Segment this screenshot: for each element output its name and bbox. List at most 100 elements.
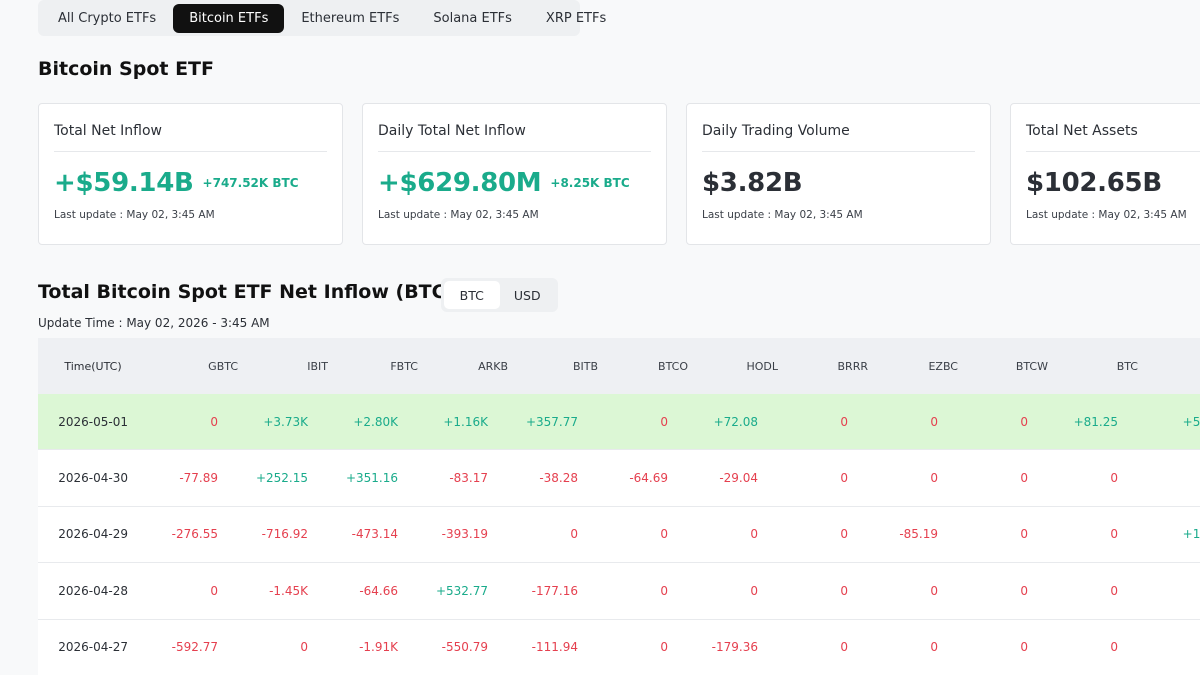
stat-card-value: $102.65B — [1026, 168, 1162, 198]
row-value: +14 — [1182, 527, 1200, 542]
stat-card-label: Daily Total Net Inflow — [378, 104, 651, 152]
row-value: 0 — [930, 640, 938, 655]
column-header-ibit[interactable]: IBIT — [307, 359, 328, 373]
row-value: -64.69 — [629, 471, 668, 486]
table-row: 2026-04-27 -592.77 0 -1.91K -550.79 -111.94 0 -… — [38, 619, 1200, 675]
row-date: 2026-04-28 — [58, 583, 128, 598]
stat-card-btc-value: +747.52K BTC — [202, 176, 299, 190]
row-value: +81.25 — [1073, 414, 1118, 429]
stat-card-last-update: Last update : May 02, 3:45 AM — [1026, 209, 1187, 221]
row-value: 0 — [1020, 583, 1028, 598]
row-value: +3.73K — [263, 414, 308, 429]
section-title: Bitcoin Spot ETF — [38, 58, 215, 80]
row-value: -64.66 — [359, 583, 398, 598]
row-value: -85.19 — [899, 527, 938, 542]
table-row: 2026-04-30 -77.89 +252.15 +351.16 -83.17 -38.… — [38, 450, 1200, 507]
column-header-m[interactable]: M — [1138, 360, 1200, 373]
row-value: 0 — [210, 583, 218, 598]
column-header-bitb[interactable]: BITB — [572, 359, 598, 373]
row-value: 0 — [750, 583, 758, 598]
row-value: 0 — [840, 527, 848, 542]
row-value: 0 — [840, 640, 848, 655]
tab-bitcoin-etfs[interactable]: Bitcoin ETFs — [173, 3, 285, 33]
row-value: -550.79 — [441, 640, 488, 655]
column-header-btcw[interactable]: BTCW — [1015, 359, 1048, 373]
row-value: +72.08 — [713, 414, 758, 429]
row-value: 0 — [840, 414, 848, 429]
row-value: -77.89 — [179, 471, 218, 486]
tab-solana-etfs[interactable]: Solana ETFs — [433, 10, 512, 26]
row-value: 0 — [570, 527, 578, 542]
row-date: 2026-05-01 — [58, 414, 128, 429]
stat-card: Daily Trading Volume $3.82B Last update : … — [686, 103, 991, 245]
row-value: +2.80K — [353, 414, 398, 429]
row-value: -393.19 — [441, 527, 488, 542]
row-value: 0 — [930, 414, 938, 429]
row-value: +58 — [1182, 414, 1200, 429]
stat-card-label: Total Net Inflow — [54, 104, 327, 152]
row-value: -29.04 — [719, 471, 758, 486]
table-row: 2026-04-28 0 -1.45K -64.66 +532.77 -177.16 0 0 0… — [38, 563, 1200, 620]
row-value: 0 — [1110, 640, 1118, 655]
row-value: -592.77 — [171, 640, 218, 655]
update-time: Update Time : May 02, 2026 - 3:45 AM — [38, 316, 270, 330]
row-value: -38.28 — [539, 471, 578, 486]
column-header-ezbc[interactable]: EZBC — [928, 359, 958, 373]
column-header-time-utc-[interactable]: Time(UTC) — [64, 359, 122, 373]
row-date: 2026-04-29 — [58, 527, 128, 542]
unit-option-btc[interactable]: BTC — [444, 281, 500, 309]
row-value: -179.36 — [711, 640, 758, 655]
row-value: 0 — [660, 583, 668, 598]
summary-cards: Total Net Inflow +$59.14B +747.52K BTC Last… — [38, 103, 1200, 245]
row-value: 0 — [300, 640, 308, 655]
row-value: 0 — [1110, 583, 1118, 598]
row-value: -83.17 — [449, 471, 488, 486]
row-value: 0 — [1110, 471, 1118, 486]
row-value: +1.16K — [443, 414, 488, 429]
row-date: 2026-04-30 — [58, 471, 128, 486]
stat-card-last-update: Last update : May 02, 3:45 AM — [702, 209, 863, 221]
stat-card: Total Net Assets $102.65B Last update : Ma… — [1010, 103, 1200, 245]
column-header-arkb[interactable]: ARKB — [478, 359, 508, 373]
tab-xrp-etfs[interactable]: XRP ETFs — [545, 10, 607, 26]
table-row: 2026-04-29 -276.55 -716.92 -473.14 -393.19 0 0… — [38, 506, 1200, 564]
stat-card-value-row: +$59.14B +747.52K BTC — [54, 168, 327, 200]
stat-card: Total Net Inflow +$59.14B +747.52K BTC Last… — [38, 103, 343, 245]
stat-card-value: +$59.14B — [54, 168, 194, 198]
etf-category-tabs: All Crypto ETFs Bitcoin ETFs Ethereum ETFs… — [38, 0, 606, 36]
column-header-btc[interactable]: BTC — [1116, 359, 1138, 373]
table-row: 2026-05-01 0 +3.73K +2.80K +1.16K +357.77 0 +72… — [38, 394, 1200, 451]
table-header: Time(UTC) GBTC IBIT FBTC ARKB BITB BTCO HODL BRR… — [38, 338, 1200, 394]
row-value: +357.77 — [525, 414, 578, 429]
row-value: +532.77 — [435, 583, 488, 598]
row-value: 0 — [660, 640, 668, 655]
stat-card: Daily Total Net Inflow +$629.80M +8.25K BT… — [362, 103, 667, 245]
stat-card-label: Total Net Assets — [1026, 104, 1200, 152]
row-value: -276.55 — [171, 527, 218, 542]
row-value: -177.16 — [531, 583, 578, 598]
row-value: 0 — [1020, 471, 1028, 486]
stat-card-label: Daily Trading Volume — [702, 104, 975, 152]
unit-option-usd[interactable]: USD — [513, 287, 541, 303]
stat-card-value: +$629.80M — [378, 168, 542, 198]
stat-card-value: $3.82B — [702, 168, 803, 198]
column-header-hodl[interactable]: HODL — [746, 359, 778, 373]
column-header-btco[interactable]: BTCO — [658, 359, 688, 373]
row-value: 0 — [750, 527, 758, 542]
row-value: 0 — [660, 414, 668, 429]
row-value: 0 — [840, 471, 848, 486]
tab-ethereum-etfs[interactable]: Ethereum ETFs — [301, 10, 400, 26]
row-value: -111.94 — [531, 640, 578, 655]
column-header-fbtc[interactable]: FBTC — [390, 359, 418, 373]
column-header-gbtc[interactable]: GBTC — [208, 359, 238, 373]
stat-card-value-row: $102.65B — [1026, 168, 1200, 200]
stat-card-last-update: Last update : May 02, 3:45 AM — [54, 209, 215, 221]
row-value: +252.15 — [255, 471, 308, 486]
table-title: Total Bitcoin Spot ETF Net Inflow (BTC) — [38, 281, 455, 303]
row-value: 0 — [930, 471, 938, 486]
column-header-brrr[interactable]: BRRR — [837, 359, 868, 373]
tab-all-crypto-etfs[interactable]: All Crypto ETFs — [58, 10, 157, 26]
row-value: 0 — [930, 583, 938, 598]
stat-card-last-update: Last update : May 02, 3:45 AM — [378, 209, 539, 221]
